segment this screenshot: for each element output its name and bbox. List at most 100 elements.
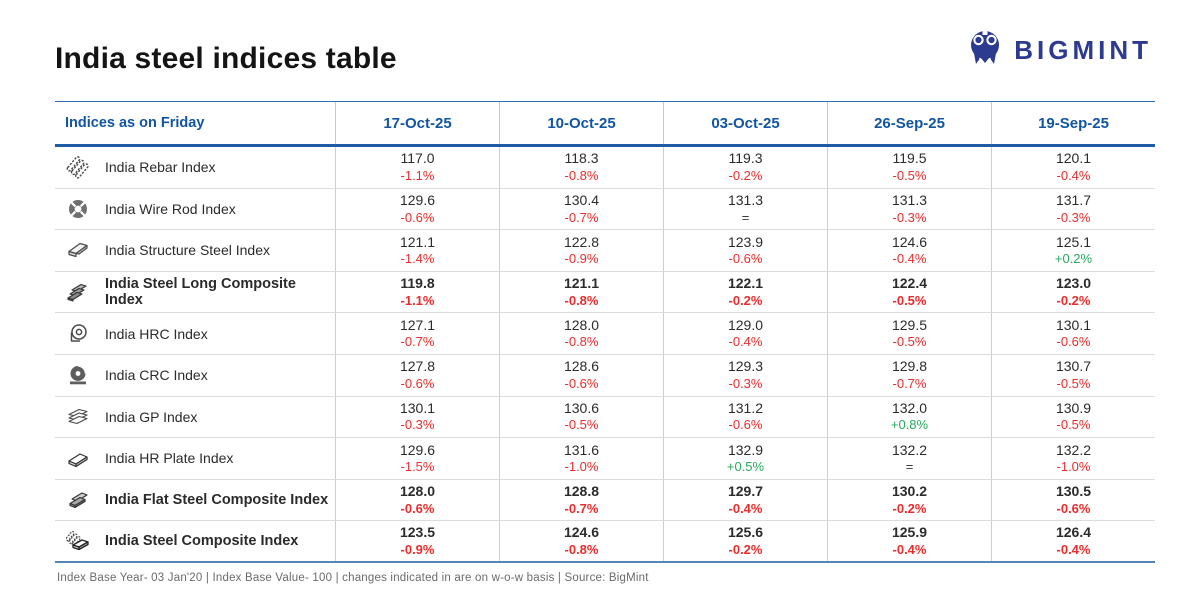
- wow-change: -0.5%: [564, 417, 599, 433]
- wow-change: +0.8%: [890, 417, 929, 433]
- index-value: 125.9: [891, 524, 928, 541]
- value-cell: 132.2 =: [827, 438, 991, 479]
- index-value: 130.6: [563, 399, 600, 416]
- index-name: India HR Plate Index: [105, 450, 234, 467]
- wow-change: -0.2%: [728, 541, 763, 557]
- value-cell: 132.9 +0.5%: [663, 438, 827, 479]
- index-value: 130.4: [563, 192, 600, 209]
- wow-change: -0.6%: [400, 500, 435, 516]
- wire-rod-icon: [65, 196, 91, 222]
- value-cell: 124.6 -0.4%: [827, 230, 991, 271]
- footnote: Index Base Year- 03 Jan'20 | Index Base …: [57, 572, 649, 584]
- wow-change: -0.2%: [1056, 292, 1091, 308]
- wow-change: -1.0%: [564, 459, 599, 475]
- table-row: India Rebar Index 117.0 -1.1% 118.3 -0.8% 119…: [55, 147, 1155, 189]
- wow-change: -0.2%: [728, 292, 763, 308]
- steel-composite-icon: [65, 528, 91, 554]
- column-header-date-4: 26-Sep-25: [827, 102, 991, 144]
- page-title: India steel indices table: [55, 42, 397, 75]
- table-body: India Rebar Index 117.0 -1.1% 118.3 -0.8% 119…: [55, 147, 1155, 563]
- index-name: India CRC Index: [105, 367, 208, 384]
- value-cell: 123.5 -0.9%: [335, 521, 499, 561]
- wow-change: -0.3%: [892, 209, 927, 225]
- rebar-icon: [65, 154, 91, 180]
- index-value: 120.1: [1055, 150, 1092, 167]
- wow-change: -1.5%: [400, 459, 435, 475]
- structure-steel-icon: [65, 237, 91, 263]
- index-name: India Steel Long Composite Index: [105, 276, 296, 309]
- value-cell: 132.2 -1.0%: [991, 438, 1155, 479]
- value-cell: 122.1 -0.2%: [663, 271, 827, 313]
- index-value: 125.1: [1055, 233, 1092, 250]
- value-cell: 119.5 -0.5%: [827, 147, 991, 188]
- index-value: 128.0: [399, 483, 436, 500]
- wow-change: -0.5%: [892, 292, 927, 308]
- value-cell: 117.0 -1.1%: [335, 147, 499, 188]
- wow-change: -0.5%: [1056, 375, 1091, 391]
- wow-change: -0.6%: [564, 375, 599, 391]
- index-value: 129.6: [399, 192, 436, 209]
- value-cell: 130.4 -0.7%: [499, 188, 663, 230]
- row-label-cell: India Flat Steel Composite Index: [55, 480, 335, 521]
- wow-change: -0.4%: [892, 541, 927, 557]
- row-label-cell: India Steel Long Composite Index: [55, 272, 335, 313]
- index-value: 132.9: [727, 441, 764, 458]
- index-value: 127.1: [399, 316, 436, 333]
- value-cell: 128.6 -0.6%: [499, 354, 663, 396]
- value-cell: 130.1 -0.3%: [335, 396, 499, 438]
- indices-table: Indices as on Friday 17-Oct-25 10-Oct-25…: [55, 101, 1155, 563]
- wow-change: -0.6%: [1056, 334, 1091, 350]
- index-value: 131.3: [891, 192, 928, 209]
- wow-change: -0.4%: [892, 251, 927, 267]
- value-cell: 127.8 -0.6%: [335, 354, 499, 396]
- value-cell: 124.6 -0.8%: [499, 521, 663, 561]
- value-cell: 131.2 -0.6%: [663, 396, 827, 438]
- index-value: 129.5: [891, 316, 928, 333]
- index-value: 126.4: [1055, 524, 1092, 541]
- wow-change: -0.5%: [1056, 417, 1091, 433]
- value-cell: 132.0 +0.8%: [827, 396, 991, 438]
- wow-change: -0.2%: [728, 167, 763, 183]
- value-cell: 130.5 -0.6%: [991, 479, 1155, 521]
- wow-change: -0.7%: [564, 209, 599, 225]
- index-value: 124.6: [891, 233, 928, 250]
- value-cell: 129.5 -0.5%: [827, 313, 991, 354]
- table-row: India Wire Rod Index 129.6 -0.6% 130.4 -0.7%…: [55, 188, 1155, 231]
- index-value: 122.1: [727, 275, 764, 292]
- column-header-indices: Indices as on Friday: [65, 115, 205, 131]
- value-cell: 131.3 -0.3%: [827, 188, 991, 230]
- value-cell: 129.0 -0.4%: [663, 313, 827, 354]
- index-name: India Rebar Index: [105, 159, 216, 176]
- value-cell: 125.1 +0.2%: [991, 230, 1155, 271]
- row-label-cell: India GP Index: [55, 397, 335, 438]
- index-value: 129.6: [399, 441, 436, 458]
- index-name: India Structure Steel Index: [105, 242, 270, 259]
- index-value: 130.5: [1055, 483, 1092, 500]
- value-cell: 128.8 -0.7%: [499, 479, 663, 521]
- column-header-date-3: 03-Oct-25: [663, 102, 827, 144]
- value-cell: 131.3 =: [663, 188, 827, 230]
- index-value: 128.0: [563, 316, 600, 333]
- value-cell: 130.6 -0.5%: [499, 396, 663, 438]
- row-label-cell: India HRC Index: [55, 313, 335, 354]
- index-value: 130.7: [1055, 358, 1092, 375]
- row-label-cell: India CRC Index: [55, 355, 335, 396]
- column-header-date-1: 17-Oct-25: [335, 102, 499, 144]
- row-label-cell: India Steel Composite Index: [55, 521, 335, 561]
- wow-change: -1.0%: [1056, 459, 1091, 475]
- index-value: 123.9: [727, 233, 764, 250]
- wow-change: -0.7%: [892, 375, 927, 391]
- value-cell: 127.1 -0.7%: [335, 313, 499, 354]
- wow-change: -1.4%: [400, 251, 435, 267]
- index-value: 130.9: [1055, 399, 1092, 416]
- value-cell: 125.9 -0.4%: [827, 521, 991, 561]
- wow-change: -0.7%: [564, 500, 599, 516]
- wow-change: =: [741, 209, 750, 225]
- value-cell: 122.4 -0.5%: [827, 271, 991, 313]
- wow-change: +0.2%: [1054, 251, 1093, 267]
- row-label-cell: India Structure Steel Index: [55, 230, 335, 271]
- value-cell: 121.1 -1.4%: [335, 230, 499, 271]
- wow-change: -0.9%: [400, 541, 435, 557]
- wow-change: -0.8%: [564, 167, 599, 183]
